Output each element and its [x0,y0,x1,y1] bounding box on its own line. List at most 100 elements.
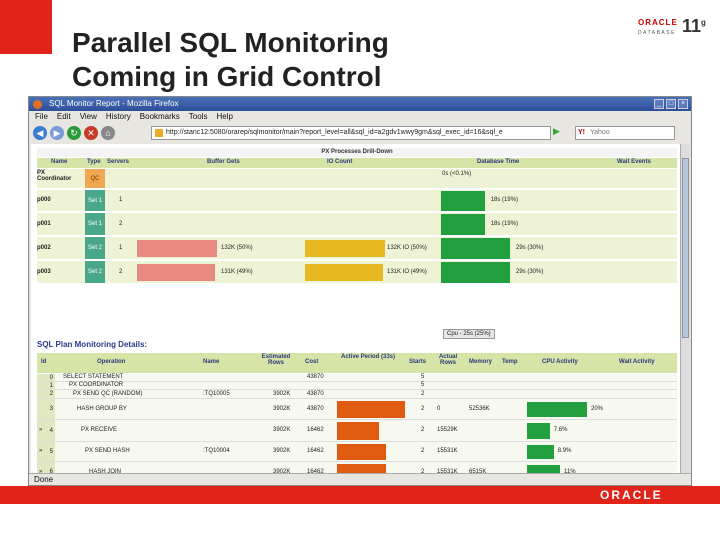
menu-item-view[interactable]: View [79,112,97,121]
plan-operation: HASH GROUP BY [77,406,127,412]
menu-item-tools[interactable]: Tools [188,112,208,121]
minimize-icon[interactable]: _ [654,99,664,109]
plan-actual-rows: 15531K [437,448,458,454]
window-title: SQL Monitor Report - Mozilla Firefox [49,99,179,108]
plan-row[interactable]: 2 PX SEND QC (RANDOM):TQ10005 3902K 43870 2 [37,390,677,399]
plan-est-rows: 3902K [273,469,291,474]
pm-col-cost[interactable]: Cost [305,359,319,365]
oracle-database-logo: ORACLE DATABASE 11g [638,16,710,44]
pm-col-starts[interactable]: Starts [409,359,427,365]
yahoo-icon: Y! [578,129,585,136]
back-icon[interactable]: ◀ [33,126,47,140]
navigation-toolbar: ◀ ▶ ↻ ✕ ⌂ http://stanc12:5080/orarep/sql… [29,123,691,143]
dd-col-wait-events[interactable]: Wait Events [617,159,651,165]
search-input[interactable]: Y! Yahoo [575,126,675,140]
drilldown-row[interactable]: p002 Set 2 1 132K (50%) 132K IO (50%) 29s (30… [37,237,677,260]
dd-col-type[interactable]: Type [87,159,101,165]
plan-starts: 2 [421,391,425,397]
process-type: Set 1 [85,190,105,211]
plan-row[interactable]: 4» PX RECEIVE 3902K 16462 2 15529K 7.6% [37,420,677,442]
menu-item-edit[interactable]: Edit [56,112,71,121]
process-name: PX Coordinator [37,170,72,182]
menu-item-bookmarks[interactable]: Bookmarks [139,112,180,121]
plan-cost: 16462 [307,448,324,454]
drilldown-title: PX Processes Drill-Down [37,148,677,157]
cpu-activity-label: 8.9% [557,448,572,454]
dd-col-name[interactable]: Name [51,159,68,165]
vertical-scrollbar[interactable] [680,144,690,474]
home-icon[interactable]: ⌂ [101,126,115,140]
drilldown-row[interactable]: p001 Set 1 2 18s (19%) [37,213,677,236]
process-name: p002 [37,245,51,251]
plan-row[interactable]: 6» HASH JOIN 3902K 16462 2 15531K 6515K 11% [37,462,677,474]
menu-item-history[interactable]: History [105,112,131,121]
plan-id: 0 [37,374,55,381]
drilldown-row[interactable]: PX Coordinator QC 0s (<0.1%) [37,169,677,189]
footer-red-bar [0,486,720,504]
plan-row[interactable]: 3 HASH GROUP BY 3902K 43870 2 0 52536K 20% [37,399,677,420]
process-type: QC [85,169,105,188]
browser-window: SQL Monitor Report - Mozilla Firefox _ □… [28,96,692,486]
menu-item-help[interactable]: Help [216,112,233,121]
db-time-label: 18s (19%) [490,221,519,227]
parallel-marker-icon: » [39,427,43,433]
plan-id: 6 [37,462,55,474]
pm-col-cpu-activity[interactable]: CPU Activity [542,359,578,365]
pm-col-temp[interactable]: Temp [502,359,518,365]
menu-item-file[interactable]: File [35,112,48,121]
plan-starts: 2 [421,427,425,433]
scrollbar-thumb[interactable] [682,158,689,338]
dd-col-db-time[interactable]: Database Time [477,159,520,165]
plan-starts: 2 [421,406,425,412]
pm-col-name[interactable]: Name [203,359,220,365]
plan-id: 4 [37,420,55,441]
dd-col-servers[interactable]: Servers [107,159,130,165]
maximize-icon[interactable]: □ [666,99,676,109]
plan-id: 2 [37,390,55,398]
servers-count: 1 [119,197,123,203]
stop-icon[interactable]: ✕ [84,126,98,140]
plan-cost: 16462 [307,427,324,433]
dd-col-io-count[interactable]: IO Count [327,159,353,165]
drilldown-row[interactable]: p003 Set 2 2 131K (49%) 131K IO (49%) 29s (30… [37,261,677,284]
close-icon[interactable]: × [678,99,688,109]
pm-col-id[interactable]: Id [41,359,47,365]
plan-starts: 5 [421,374,425,380]
pm-col-operation[interactable]: Operation [97,359,126,365]
pm-col-actual-rows[interactable]: Actual Rows [438,354,458,366]
pm-col-active-period[interactable]: Active Period (33s) [340,354,396,360]
dd-col-buffer-gets[interactable]: Buffer Gets [207,159,240,165]
plan-row[interactable]: 5» PX SEND HASH:TQ10004 3902K 16462 2 15531K 8… [37,442,677,462]
slide-red-block [0,0,52,54]
db-time-bar [441,214,485,235]
drilldown-header: Name Type Servers Buffer Gets IO Count D… [37,158,677,168]
plan-object-name: :TQ10004 [203,448,230,454]
plan-cost: 43870 [307,406,324,412]
pm-col-memory[interactable]: Memory [469,359,493,365]
url-bar[interactable]: http://stanc12:5080/orarep/sqlmonitor/ma… [151,126,551,140]
pm-col-wait-activity[interactable]: Wait Activity [619,359,655,365]
active-period-bar [337,401,405,418]
plan-operation: PX SEND HASH [85,448,130,454]
db-time-bar [441,191,485,211]
plan-row[interactable]: 1 PX COORDINATOR 5 [37,382,677,390]
plan-id: 3 [37,399,55,419]
reload-icon[interactable]: ↻ [67,126,81,140]
browser-titlebar: SQL Monitor Report - Mozilla Firefox _ □… [29,97,691,111]
report-content: PX Processes Drill-Down Name Type Server… [31,144,681,474]
drilldown-row[interactable]: p000 Set 1 1 18s (19%) [37,190,677,212]
plan-operation: PX SEND QC (RANDOM) [73,391,143,397]
plan-memory: 52536K [469,406,490,412]
cpu-tooltip: Cpu - 25s (25%) [443,329,495,339]
pm-col-est-rows[interactable]: Estimated Rows [261,354,291,366]
io-count-bar [305,264,384,281]
buffer-gets-bar [137,264,216,281]
slide-title-line1: Parallel SQL Monitoring [72,27,389,58]
plan-row[interactable]: 0 SELECT STATEMENT 43870 5 [37,374,677,382]
go-icon[interactable]: ▶ [553,126,560,136]
process-name: p000 [37,197,51,203]
forward-icon[interactable]: ▶ [50,126,64,140]
plan-memory: 6515K [469,469,487,474]
logo-version: 11g [682,16,706,36]
cpu-activity-bar [527,423,550,439]
